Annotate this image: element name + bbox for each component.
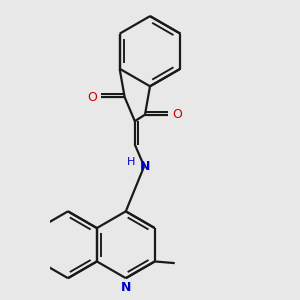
Text: O: O — [87, 91, 97, 103]
Text: H: H — [127, 157, 135, 167]
Text: N: N — [140, 160, 150, 173]
Text: O: O — [172, 108, 182, 121]
Text: N: N — [121, 281, 131, 294]
